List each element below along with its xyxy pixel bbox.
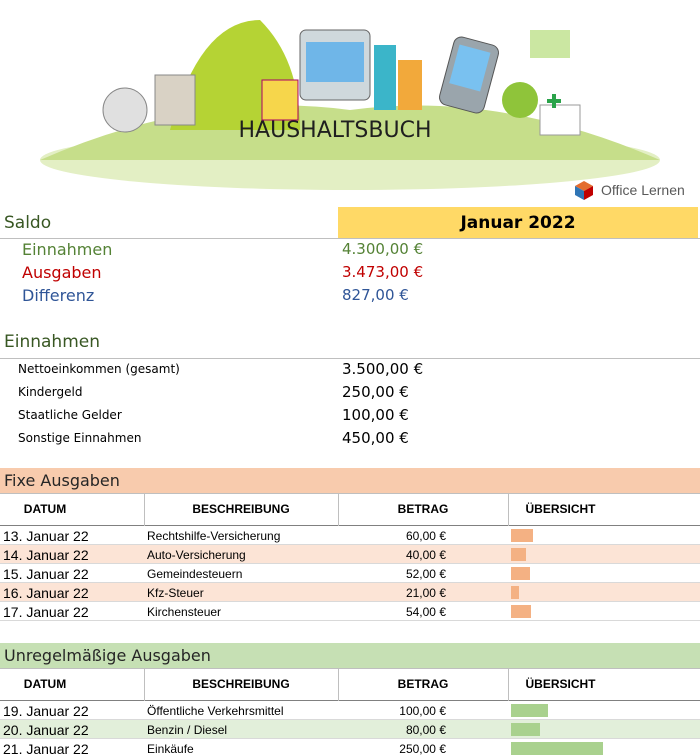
income-label: Nettoeinkommen (gesamt) (18, 362, 180, 376)
amount: 54,00 € (405, 605, 446, 619)
column-header: ÜBERSICHT (525, 677, 596, 691)
date: 17. Januar 22 (3, 604, 89, 620)
amount: 250,00 € (399, 742, 446, 756)
section-title: Fixe Ausgaben (4, 471, 120, 490)
data-bar (511, 548, 526, 561)
column-divider (508, 493, 509, 526)
title: HAUSHALTSBUCH (238, 118, 432, 143)
description: Auto-Versicherung (147, 548, 246, 562)
row-rule (0, 601, 700, 602)
column-header: BETRAG (397, 502, 449, 516)
description: Öffentliche Verkehrsmittel (147, 704, 284, 718)
description: Kirchensteuer (147, 605, 222, 619)
rule (0, 525, 700, 526)
row-rule (0, 582, 700, 583)
data-bar (511, 605, 531, 618)
rule (0, 668, 700, 669)
section-band (0, 468, 700, 493)
summary-label: Einnahmen (22, 240, 113, 259)
income-value: 450,00 € (342, 429, 409, 447)
amount: 52,00 € (405, 567, 446, 581)
row-rule (0, 563, 700, 564)
column-header: BETRAG (397, 677, 449, 691)
column-divider (144, 668, 145, 701)
data-bar (511, 586, 519, 599)
rule (0, 493, 700, 494)
rule (0, 358, 700, 359)
column-divider (338, 668, 339, 701)
income-value: 3.500,00 € (342, 360, 424, 378)
data-bar (511, 742, 603, 755)
column-header: DATUM (23, 502, 67, 516)
description: Einkäufe (147, 742, 194, 756)
row-rule (0, 544, 700, 545)
description: Kfz-Steuer (147, 586, 204, 600)
month: Januar 2022 (460, 213, 576, 233)
description: Rechtshilfe-Versicherung (147, 529, 281, 543)
amount: 80,00 € (405, 723, 446, 737)
brand: Office Lernen (601, 182, 685, 198)
summary-label: Ausgaben (22, 263, 102, 282)
date: 19. Januar 22 (3, 703, 89, 719)
date: 20. Januar 22 (3, 722, 89, 738)
column-divider (338, 493, 339, 526)
amount: 100,00 € (399, 704, 446, 718)
row-rule (0, 738, 700, 739)
data-bar (511, 723, 541, 736)
summary-value: 827,00 € (342, 286, 409, 304)
summary-value: 3.473,00 € (342, 263, 424, 281)
income-value: 100,00 € (342, 406, 409, 424)
amount: 60,00 € (405, 529, 446, 543)
date: 21. Januar 22 (3, 741, 89, 756)
date: 14. Januar 22 (3, 547, 89, 563)
income-label: Sonstige Einnahmen (18, 431, 142, 445)
description: Gemeindesteuern (147, 567, 243, 581)
date: 15. Januar 22 (3, 566, 89, 582)
income-label: Kindergeld (18, 385, 83, 399)
date: 16. Januar 22 (3, 585, 89, 601)
column-divider (144, 493, 145, 526)
column-header: DATUM (23, 677, 67, 691)
header-illustration (40, 20, 660, 200)
income-value: 250,00 € (342, 383, 409, 401)
income-label: Staatliche Gelder (18, 408, 122, 422)
summary-label: Differenz (22, 286, 95, 305)
rule (0, 700, 700, 701)
row-fill (0, 583, 700, 602)
column-divider (508, 668, 509, 701)
section-title: Unregelmäßige Ausgaben (4, 646, 211, 665)
row-rule (0, 620, 700, 621)
description: Benzin / Diesel (147, 723, 228, 737)
rule (0, 238, 700, 239)
row-rule (0, 719, 700, 720)
amount: 21,00 € (405, 586, 446, 600)
date: 13. Januar 22 (3, 528, 89, 544)
data-bar (511, 567, 531, 580)
month-cell (338, 207, 698, 238)
section-title: Saldo (4, 213, 52, 233)
data-bar (511, 704, 548, 717)
column-header: BESCHREIBUNG (192, 677, 290, 691)
section-title: Einnahmen (4, 332, 100, 352)
summary-value: 4.300,00 € (342, 240, 424, 258)
section-band (0, 643, 700, 668)
amount: 40,00 € (405, 548, 446, 562)
column-header: BESCHREIBUNG (192, 502, 290, 516)
column-header: ÜBERSICHT (525, 502, 596, 516)
data-bar (511, 529, 534, 542)
